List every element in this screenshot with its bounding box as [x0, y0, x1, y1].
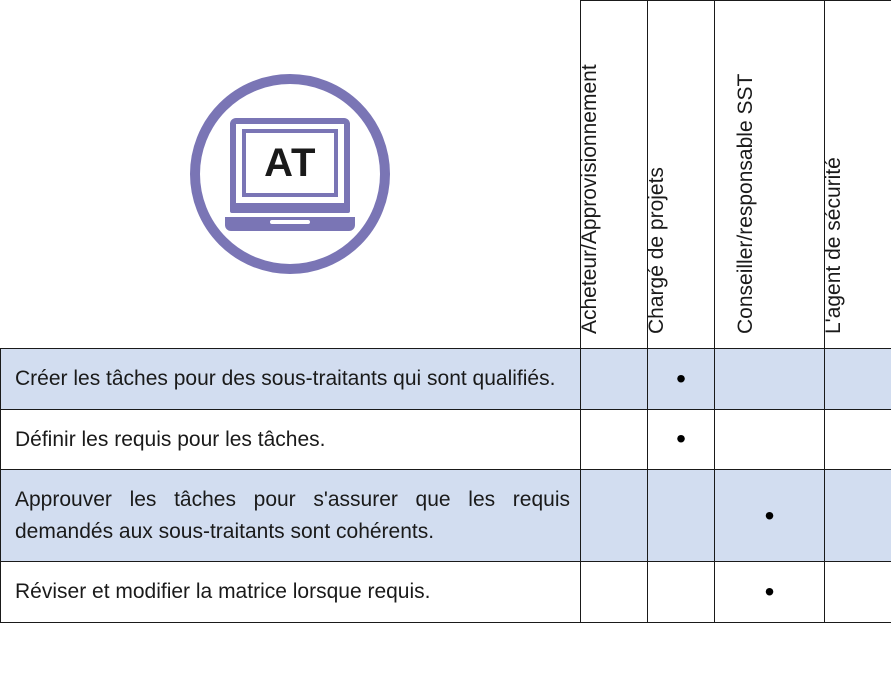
screen-icon: AT	[242, 129, 338, 197]
mark-cell	[581, 562, 648, 623]
table-row: Définir les requis pour les tâches. •	[1, 409, 891, 470]
mark-cell	[648, 470, 715, 562]
mark-cell	[825, 470, 891, 562]
role-header-0: Acheteur/Approvisionnement	[581, 1, 648, 349]
role-label: Conseiller/responsable SST	[734, 74, 758, 334]
role-label: Chargé de projets	[645, 167, 669, 334]
table-row: Approuver les tâches pour s'assurer que …	[1, 470, 891, 562]
mark-cell	[581, 349, 648, 410]
mark-cell: •	[715, 562, 825, 623]
monitor-icon: AT	[230, 118, 350, 213]
mark-cell: •	[715, 470, 825, 562]
icon-header-cell: AT	[1, 1, 581, 349]
task-cell: Réviser et modifier la matrice lorsque r…	[1, 562, 581, 623]
mark-cell	[825, 349, 891, 410]
task-cell: Définir les requis pour les tâches.	[1, 409, 581, 470]
mark-cell	[715, 349, 825, 410]
mark-cell: •	[648, 349, 715, 410]
role-header-1: Chargé de projets	[648, 1, 715, 349]
responsibility-matrix: AT Acheteur/Approvisionnement Chargé de …	[0, 0, 891, 684]
mark-cell	[715, 409, 825, 470]
table-row: Réviser et modifier la matrice lorsque r…	[1, 562, 891, 623]
mark-cell	[581, 409, 648, 470]
matrix-table: AT Acheteur/Approvisionnement Chargé de …	[0, 0, 891, 623]
mark-cell	[825, 409, 891, 470]
task-cell: Approuver les tâches pour s'assurer que …	[1, 470, 581, 562]
role-label: Acheteur/Approvisionnement	[578, 64, 602, 334]
role-header-2: Conseiller/responsable SST	[715, 1, 825, 349]
table-row: Créer les tâches pour des sous-traitants…	[1, 349, 891, 410]
header-row: AT Acheteur/Approvisionnement Chargé de …	[1, 1, 891, 349]
mark-cell	[648, 562, 715, 623]
at-computer-icon: AT	[190, 74, 390, 274]
at-label: AT	[264, 141, 316, 186]
role-header-3: L'agent de sécurité	[825, 1, 891, 349]
task-cell: Créer les tâches pour des sous-traitants…	[1, 349, 581, 410]
keyboard-icon	[225, 217, 355, 231]
role-label: L'agent de sécurité	[822, 157, 846, 334]
computer-icon: AT	[225, 109, 355, 239]
mark-cell: •	[648, 409, 715, 470]
mark-cell	[581, 470, 648, 562]
mark-cell	[825, 562, 891, 623]
